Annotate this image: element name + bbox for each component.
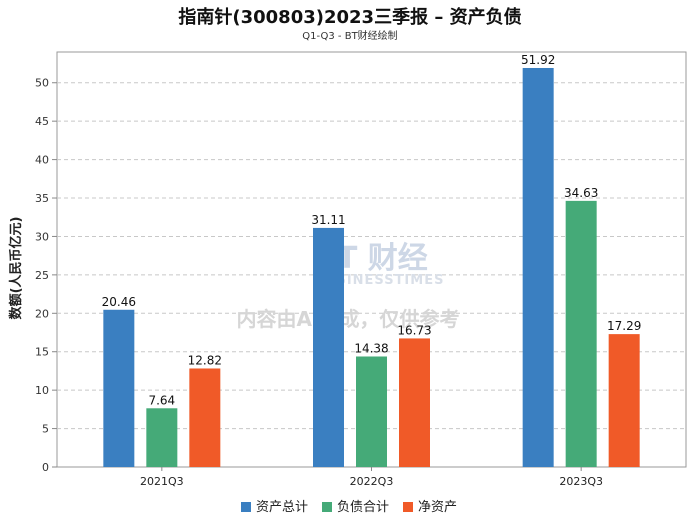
data-label: 12.82 bbox=[188, 353, 222, 367]
y-tick-label: 25 bbox=[35, 269, 49, 282]
y-tick-label: 15 bbox=[35, 346, 49, 359]
chart-subtitle: Q1-Q3 - BT财经绘制 bbox=[302, 31, 398, 42]
x-tick-label: 2022Q3 bbox=[350, 475, 394, 488]
y-tick-label: 35 bbox=[35, 192, 49, 205]
bar-1-2 bbox=[399, 338, 430, 467]
legend-label: 资产总计 bbox=[256, 500, 308, 515]
data-label: 14.38 bbox=[354, 341, 388, 355]
data-label: 17.29 bbox=[607, 319, 641, 333]
legend-swatch bbox=[403, 502, 413, 512]
data-label: 51.92 bbox=[521, 53, 555, 67]
legend-label: 负债合计 bbox=[337, 500, 389, 515]
watermark-disclaimer: 内容由AI生成，仅供参考 bbox=[237, 307, 460, 331]
data-label: 20.46 bbox=[102, 295, 136, 309]
bar-2-2 bbox=[608, 334, 640, 467]
y-tick-label: 40 bbox=[35, 154, 49, 167]
bar-0-0 bbox=[103, 309, 135, 467]
y-tick-label: 50 bbox=[35, 77, 49, 90]
bar-2-1 bbox=[565, 200, 597, 467]
data-label: 16.73 bbox=[397, 323, 431, 337]
x-tick-label: 2021Q3 bbox=[140, 475, 184, 488]
legend-swatch bbox=[241, 502, 251, 512]
chart-title: 指南针(300803)2023三季报 – 资产负债 bbox=[178, 7, 522, 28]
watermark-brand-en: BUSINESSTIMES bbox=[314, 273, 444, 288]
x-axis: 2021Q3 2022Q3 2023Q3 bbox=[140, 467, 603, 488]
y-tick-label: 30 bbox=[35, 230, 49, 243]
legend-label: 净资产 bbox=[418, 500, 457, 515]
data-label: 7.64 bbox=[148, 393, 175, 407]
bars: 20.46 7.64 12.82 31.11 14.38 16.73 51.92 34.63 1… bbox=[102, 53, 641, 468]
data-label: 34.63 bbox=[564, 186, 598, 200]
y-tick-label: 45 bbox=[35, 115, 49, 128]
y-tick-label: 20 bbox=[35, 307, 49, 320]
legend-swatch bbox=[322, 502, 332, 512]
bar-0-2 bbox=[189, 368, 221, 467]
x-tick-label: 2023Q3 bbox=[559, 475, 603, 488]
y-tick-label: 5 bbox=[42, 423, 49, 436]
watermark: BT 财经 BUSINESSTIMES 内容由AI生成，仅供参考 bbox=[237, 241, 460, 331]
y-tick-label: 0 bbox=[42, 461, 49, 474]
y-tick-label: 10 bbox=[35, 384, 49, 397]
bar-2-0 bbox=[522, 67, 554, 468]
bar-1-0 bbox=[313, 227, 344, 467]
bar-1-1 bbox=[356, 356, 387, 467]
legend: 资产总计 负债合计 净资产 bbox=[241, 500, 457, 515]
y-axis-label: 数额(人民币亿元) bbox=[8, 217, 24, 320]
data-label: 31.11 bbox=[311, 213, 345, 227]
y-axis: 0 5 10 15 20 25 30 35 40 45 50 bbox=[35, 77, 57, 474]
bar-0-1 bbox=[146, 408, 178, 467]
